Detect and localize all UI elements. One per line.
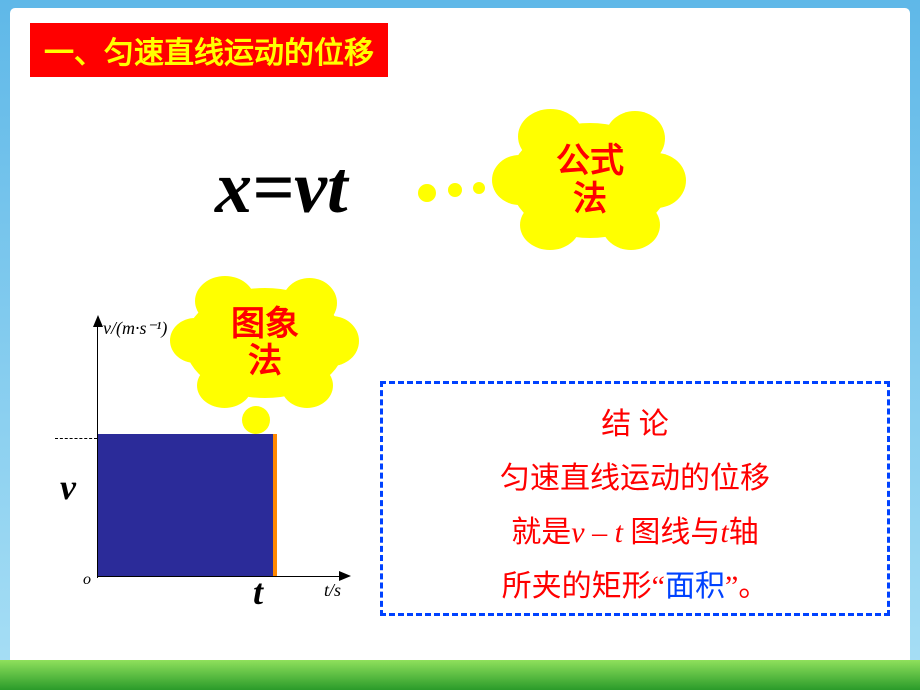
origin-label: o <box>83 571 91 589</box>
trail-dot <box>448 183 462 197</box>
vt-chart: v/(m·s⁻¹) t/s o v t <box>35 313 355 613</box>
x-axis <box>97 576 343 577</box>
cloud-graph-label: 图象 法 <box>231 306 299 381</box>
cloud-formula-method: 公式 法 <box>510 123 670 238</box>
conclusion-panel: 结 论 匀速直线运动的位移 就是v – t 图线与t轴 所夹的矩形“面积”。 <box>380 381 890 616</box>
y-axis-label: v/(m·s⁻¹) <box>103 318 167 339</box>
formula-text: x=vt <box>215 146 348 231</box>
trail-dot <box>473 182 485 194</box>
y-axis-arrow <box>93 315 103 327</box>
conclusion-line2: 就是v – t 图线与t轴 <box>391 506 879 560</box>
grass-footer <box>0 660 920 690</box>
x-axis-label: t/s <box>324 580 341 601</box>
chart-area-rect <box>97 434 277 577</box>
conclusion-line3: 所夹的矩形“面积”。 <box>391 560 879 614</box>
cloud-formula-label: 公式 法 <box>556 143 624 218</box>
area-highlight: 面积 <box>665 570 725 603</box>
slide-frame: 一、匀速直线运动的位移 x=vt 公式 法 图象 法 v/(m·s⁻¹) t/s… <box>10 8 910 682</box>
v-dash-line <box>55 438 97 439</box>
conclusion-title: 结 论 <box>391 398 879 452</box>
y-axis <box>97 323 98 578</box>
t-tick-label: t <box>253 571 263 613</box>
v-tick-label: v <box>60 466 76 508</box>
trail-dot <box>418 184 436 202</box>
conclusion-line1: 匀速直线运动的位移 <box>391 452 879 506</box>
section-header: 一、匀速直线运动的位移 <box>30 23 388 77</box>
